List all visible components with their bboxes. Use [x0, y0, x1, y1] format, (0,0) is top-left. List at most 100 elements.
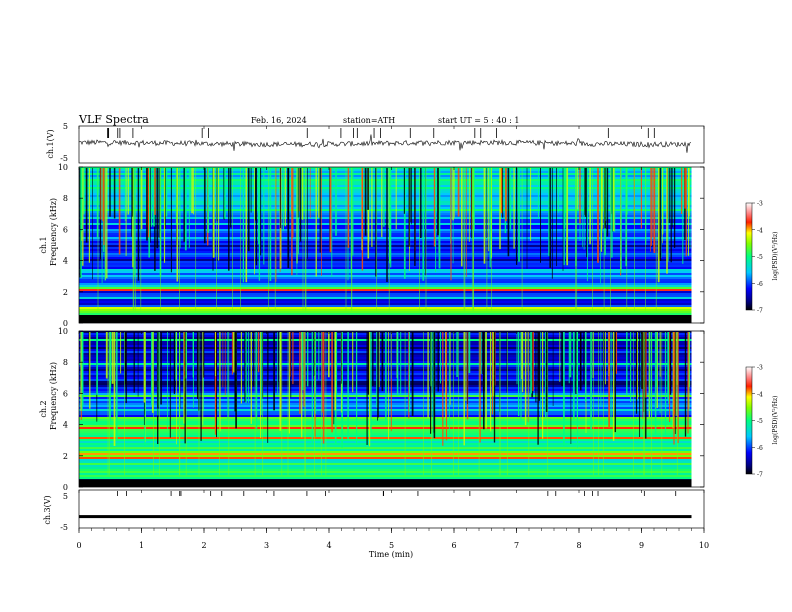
spec-row: [79, 215, 692, 218]
spec-row: [79, 285, 692, 288]
colorbar-tick-label: -6: [757, 281, 763, 288]
spec-row: [79, 265, 692, 268]
spec-row: [79, 435, 692, 438]
spec-row: [79, 177, 692, 180]
spec-row: [79, 261, 692, 264]
ch1-ytick-top: 5: [63, 122, 68, 131]
ch2-spectrogram-image: [79, 331, 704, 488]
spec-row: [79, 297, 692, 300]
time-tick-label: 0: [76, 541, 81, 550]
time-axis-label: Time (min): [369, 550, 413, 559]
spec-row: [79, 197, 692, 200]
time-tick-label: 7: [514, 541, 519, 550]
ch1-colorbar-label: log(PSD)(V²/Hz): [772, 232, 779, 281]
ch2-colorbar-ticks: -3 -4 -5 -6 -7: [752, 365, 763, 479]
spec-row: [79, 243, 692, 246]
spec-row: [79, 185, 692, 188]
spec-row: [79, 287, 692, 290]
spec-row: [79, 283, 692, 286]
spec-row: [79, 303, 692, 306]
spec-row: [79, 459, 692, 462]
freq-tick-label: 2: [63, 288, 68, 297]
spec-row: [79, 455, 692, 458]
spec-row: [79, 211, 692, 214]
ch1-freq-ticks: 0 2 4 6 8 10: [58, 163, 704, 328]
time-tick-label: 10: [699, 541, 709, 550]
spec-row: [79, 425, 692, 428]
spec-row: [79, 245, 692, 248]
spec-row: [79, 433, 692, 436]
spec-row: [79, 453, 692, 456]
colorbar-tick-label: -4: [757, 227, 763, 234]
spec-row: [79, 221, 692, 224]
spec-row: [79, 229, 692, 232]
spec-row: [79, 421, 692, 424]
freq-tick-label: 0: [63, 319, 68, 328]
spec-row: [79, 427, 692, 430]
spec-row: [79, 281, 692, 284]
station-label: station=ATH: [343, 116, 395, 125]
ch1-impulse-ticks: [107, 128, 655, 138]
freq-tick-label: 8: [63, 194, 68, 203]
spec-row: [79, 207, 692, 210]
spec-row: [79, 307, 692, 310]
ch1-colorbar: [745, 202, 753, 311]
time-tick-label: 5: [389, 541, 394, 550]
spec-row: [79, 195, 692, 198]
freq-tick-label: 6: [63, 225, 68, 234]
ch1-freq-axis-label: Frequency (kHz): [49, 198, 58, 266]
freq-tick-label: 10: [58, 327, 68, 336]
spec-row: [79, 181, 692, 184]
spec-row: [79, 203, 692, 206]
spec-row: [79, 201, 692, 204]
spec-row: [79, 187, 692, 190]
spec-row: [79, 259, 692, 262]
spec-row: [79, 179, 692, 182]
spec-row: [79, 299, 692, 302]
spec-row: [79, 189, 692, 192]
spec-row: [79, 477, 692, 480]
freq-tick-label: 2: [63, 452, 68, 461]
spec-row: [79, 461, 692, 464]
time-axis-minor-ticks: [78, 528, 705, 531]
spec-row: [79, 447, 692, 450]
spec-row: [79, 255, 692, 258]
spec-row: [79, 191, 692, 194]
spec-row: [79, 271, 692, 274]
spec-row: [79, 235, 692, 238]
ch1-waveform-trace: [78, 134, 692, 153]
spec-row: [79, 277, 692, 280]
spec-row: [79, 275, 692, 278]
ch3-ytick-top: 5: [63, 492, 68, 501]
spec-low-strip: [79, 315, 692, 323]
spec-row: [79, 293, 692, 296]
spec-row: [79, 439, 692, 442]
time-tick-label: 4: [326, 541, 331, 550]
spec-low-strip: [79, 479, 692, 487]
spec-row: [79, 451, 692, 454]
spec-row: [79, 169, 692, 172]
spec-row: [79, 291, 692, 294]
ch3-impulse-ticks: [117, 491, 677, 496]
colorbar-tick-label: -7: [757, 472, 763, 479]
spec-row: [79, 183, 692, 186]
time-tick-label: 9: [639, 541, 644, 550]
spec-row: [79, 279, 692, 282]
spec-row: [79, 239, 692, 242]
spec-row: [79, 273, 692, 276]
spec-row: [79, 209, 692, 212]
spec-row: [79, 429, 692, 432]
spec-row: [79, 199, 692, 202]
colorbar-tick-label: -3: [757, 365, 763, 372]
ch3-ytick-bottom: -5: [60, 523, 68, 532]
spec-row: [79, 205, 692, 208]
spec-row: [79, 449, 692, 452]
ch1-colorbar-ticks: -3 -4 -5 -6 -7: [752, 201, 763, 315]
spec-row: [79, 217, 692, 220]
freq-tick-label: 0: [63, 483, 68, 492]
spec-row: [79, 437, 692, 440]
spec-row: [79, 309, 692, 312]
